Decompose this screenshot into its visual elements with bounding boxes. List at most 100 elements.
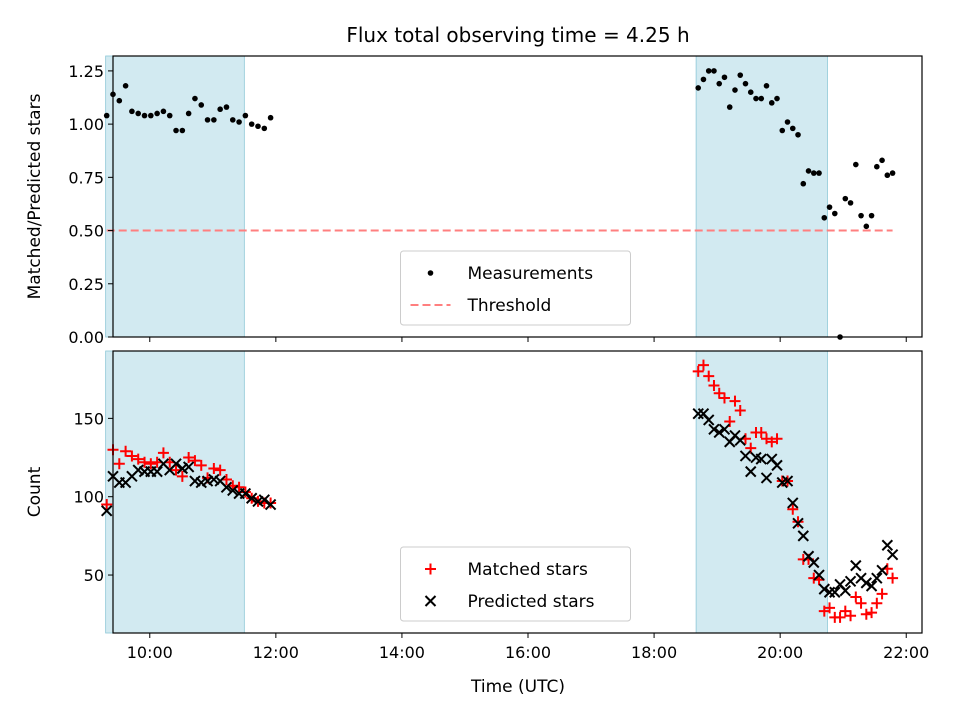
measurements-point-9	[154, 110, 160, 117]
measurements-point-35	[732, 87, 738, 93]
predicted-stars-point-24	[245, 492, 258, 504]
measurements-point-59	[858, 212, 864, 219]
predicted-stars-point-60	[860, 577, 873, 589]
matched-stars-point-7	[139, 456, 151, 468]
x-tick-label: 14:00	[379, 643, 425, 662]
measurements-point-13	[179, 127, 186, 134]
measurements-point-33	[721, 74, 728, 81]
y-tick-label: 50	[84, 566, 104, 585]
measurements-point-51	[816, 170, 822, 176]
matched-stars-point-14	[183, 452, 195, 464]
measurements-point-15	[192, 95, 198, 102]
x-tick-label: 10:00	[127, 643, 173, 662]
y-tick-label: 100	[73, 488, 104, 507]
axes-frame	[112, 55, 923, 338]
measurements-point-14	[185, 110, 192, 117]
measurements-point-44	[779, 127, 786, 134]
measurements-point-17	[204, 117, 211, 123]
predicted-stars-point-61	[865, 580, 878, 592]
predicted-stars-point-27	[264, 498, 277, 511]
predicted-stars-point-26	[258, 494, 271, 506]
matched-stars-point-16	[195, 459, 207, 471]
measurements-point-62	[874, 163, 880, 170]
measurements-point-27	[267, 114, 274, 121]
matched-stars-point-13	[176, 470, 188, 482]
matched-stars-point-55	[834, 611, 846, 623]
predicted-stars-point-31	[708, 423, 720, 436]
predicted-stars-point-46	[787, 497, 799, 509]
measurements-point-56	[842, 195, 849, 202]
measurements-point-37	[742, 80, 749, 87]
measurements-point-29	[700, 76, 707, 83]
y-axis-label: Count	[25, 466, 45, 517]
measurements-point-43	[774, 95, 780, 102]
measurements-point-58	[853, 161, 859, 168]
shaded-interval-2	[695, 350, 828, 634]
measurements-point-6	[135, 110, 142, 117]
measurements-point-8	[148, 112, 154, 119]
measurements-point-41	[763, 83, 770, 89]
measurements-point-61	[868, 212, 875, 219]
matched-stars-point-53	[824, 602, 836, 614]
measurements-point-39	[753, 95, 759, 102]
y-axis-label: Matched/Predicted stars	[25, 93, 45, 299]
measurements-point-20	[223, 104, 230, 110]
legend-label-threshold: Threshold	[467, 296, 552, 316]
x-tick-label: 16:00	[505, 643, 551, 662]
matched-stars-point-36	[734, 405, 746, 417]
matched-stars-point-33	[718, 392, 730, 404]
matched-stars-point-61	[866, 607, 878, 619]
measurements-point-31	[711, 68, 717, 74]
predicted-stars-point-30	[703, 414, 715, 426]
predicted-stars-point-37	[739, 450, 752, 462]
matched-stars-point-5	[126, 450, 138, 462]
matched-stars-point-30	[703, 370, 715, 382]
measurements-point-49	[805, 168, 812, 174]
matched-stars-point-3	[113, 458, 125, 470]
matched-stars-point-43	[771, 433, 783, 445]
matched-stars-point-31	[708, 379, 720, 391]
measurements-point-19	[217, 106, 223, 113]
measurements-point-50	[810, 170, 817, 176]
measurements-point-24	[248, 121, 255, 127]
predicted-stars-point-40	[755, 453, 767, 465]
measurements-point-23	[242, 112, 249, 119]
measurements-point-63	[879, 157, 885, 164]
matched-stars-point-6	[132, 453, 144, 465]
measurements-point-46	[789, 125, 796, 132]
measurements-point-5	[129, 108, 135, 115]
shaded-interval-1	[105, 350, 245, 634]
matched-stars-point-60	[860, 608, 872, 620]
matched-stars-point-50	[808, 572, 820, 584]
x-tick-label: 20:00	[757, 643, 803, 662]
legend-label-measurements: Measurements	[468, 264, 594, 284]
predicted-stars-point-65	[886, 548, 899, 561]
measurements-point-16	[198, 102, 205, 108]
measurements-point-30	[705, 68, 712, 74]
predicted-stars-point-52	[818, 583, 830, 595]
predicted-stars-point-38	[745, 465, 757, 478]
predicted-stars-point-21	[227, 484, 239, 497]
predicted-stars-point-33	[718, 423, 731, 436]
predicted-stars-point-54	[829, 586, 841, 598]
x-axis-label: Time (UTC)	[470, 677, 565, 697]
matched-stars-point-63	[876, 588, 888, 600]
predicted-stars-point-56	[839, 584, 852, 597]
matched-stars-point-35	[729, 395, 741, 407]
matched-stars-point-28	[692, 365, 704, 377]
predicted-stars-point-43	[771, 459, 783, 472]
measurements-point-34	[726, 104, 733, 110]
measurements-point-64	[884, 172, 891, 179]
predicted-stars-point-50	[808, 556, 820, 569]
matched-stars-point-58	[850, 591, 862, 603]
predicted-stars-point-23	[239, 487, 252, 500]
measurements-point-11	[166, 112, 173, 119]
matched-stars-point-1	[101, 499, 113, 511]
measurements-point-7	[141, 112, 148, 119]
predicted-stars-point-62	[871, 572, 883, 584]
matched-stars-point-46	[787, 503, 799, 515]
measurements-point-42	[768, 100, 775, 106]
legend-label-matched-stars: Matched stars	[468, 560, 588, 580]
legend-marker-measurements	[427, 270, 434, 276]
